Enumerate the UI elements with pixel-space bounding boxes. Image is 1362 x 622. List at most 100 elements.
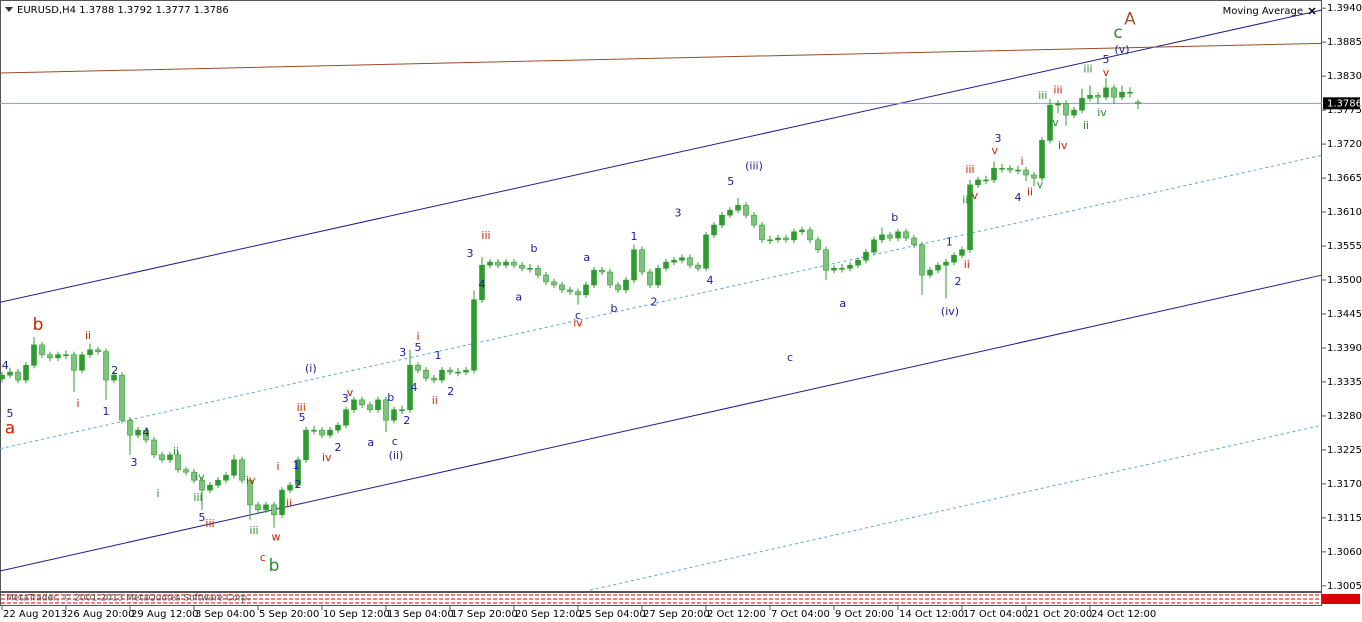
wave-label: 2 bbox=[111, 364, 118, 377]
candle-body bbox=[199, 479, 205, 491]
x-tick-label: 3 Sep 04:00 bbox=[195, 609, 255, 620]
x-tick-label: 24 Oct 12:00 bbox=[1091, 609, 1156, 620]
wave-label: iii bbox=[481, 229, 490, 242]
x-tick-label: 5 Sep 20:00 bbox=[259, 609, 319, 620]
wave-label: 5 bbox=[299, 411, 306, 424]
wave-label: iii bbox=[297, 401, 306, 414]
candle-body bbox=[119, 374, 125, 421]
candle-body bbox=[567, 289, 573, 293]
x-tick-label: 25 Sep 04:00 bbox=[579, 609, 646, 620]
wave-label: c bbox=[260, 551, 266, 564]
candles bbox=[0, 77, 1141, 528]
wave-label: ii bbox=[1027, 185, 1033, 198]
wave-label: ii bbox=[1083, 119, 1089, 132]
menu-arrow[interactable] bbox=[5, 7, 13, 12]
wave-label: 2 bbox=[955, 275, 962, 288]
candle-body bbox=[679, 257, 685, 261]
candle-body bbox=[87, 349, 93, 356]
wave-label: ii bbox=[173, 445, 179, 458]
y-tick-label: 1.3610 bbox=[1327, 207, 1362, 218]
candle-body bbox=[447, 369, 453, 373]
candle-body bbox=[191, 471, 197, 481]
candle-body bbox=[511, 261, 517, 266]
wave-label: iv bbox=[573, 316, 583, 329]
candle-body bbox=[751, 214, 757, 226]
close-value: 1.3786 bbox=[194, 5, 229, 16]
candle-body bbox=[775, 237, 781, 241]
wave-label: v bbox=[972, 189, 979, 202]
y-tick-label: 1.3665 bbox=[1327, 173, 1362, 184]
candle-body bbox=[71, 354, 77, 371]
candle-body bbox=[415, 364, 421, 371]
candle-body bbox=[127, 419, 133, 436]
candle-body bbox=[631, 249, 637, 281]
wave-label: (iii) bbox=[745, 159, 763, 172]
wave-label: (v) bbox=[1114, 43, 1129, 56]
candle-body bbox=[903, 231, 909, 239]
candle-body bbox=[1039, 140, 1045, 179]
candle-body bbox=[967, 184, 973, 251]
indicator-name[interactable]: Moving Average bbox=[1223, 6, 1303, 17]
wave-label: a bbox=[5, 418, 15, 438]
high-value: 1.3792 bbox=[117, 5, 152, 16]
x-tick-label: 13 Sep 04:00 bbox=[387, 609, 454, 620]
wave-label: (ii) bbox=[389, 449, 404, 462]
candle-body bbox=[479, 264, 485, 301]
wave-label: a bbox=[515, 290, 522, 303]
candle-body bbox=[399, 409, 405, 412]
y-tick-label: 1.3170 bbox=[1327, 479, 1362, 490]
candle-body bbox=[911, 237, 917, 246]
wave-label: iv bbox=[1097, 106, 1107, 119]
candle-body bbox=[799, 229, 805, 233]
candle-body bbox=[711, 224, 717, 236]
candle-body bbox=[439, 369, 445, 381]
candle-body bbox=[79, 354, 85, 371]
candle-body bbox=[783, 237, 789, 241]
candle-body bbox=[23, 364, 29, 381]
candle-body bbox=[375, 399, 381, 411]
wave-label: 4 bbox=[2, 359, 9, 372]
candle-body bbox=[1135, 101, 1141, 104]
wave-label: 4 bbox=[143, 426, 150, 439]
wave-label: 3 bbox=[467, 247, 474, 260]
candle-body bbox=[727, 209, 733, 216]
wave-label: A bbox=[1124, 9, 1136, 29]
candle-body bbox=[615, 284, 621, 291]
candle-body bbox=[143, 429, 149, 441]
candle-body bbox=[47, 354, 53, 359]
wave-label: a bbox=[583, 251, 590, 264]
wave-label: v bbox=[347, 386, 354, 399]
indicator-lines bbox=[1, 594, 1360, 604]
candle-body bbox=[311, 429, 317, 432]
candle-body bbox=[1007, 167, 1013, 171]
candle-body bbox=[471, 299, 477, 371]
wave-label: c bbox=[392, 435, 398, 448]
candle-body bbox=[999, 167, 1005, 170]
candle-body bbox=[575, 291, 581, 296]
wave-label: iii bbox=[965, 163, 974, 176]
wave-label: iv bbox=[195, 471, 205, 484]
candle-body bbox=[535, 267, 541, 276]
candle-body bbox=[935, 264, 941, 271]
wave-label: c bbox=[575, 309, 581, 322]
wave-label: iii bbox=[1053, 83, 1062, 96]
wave-label: (iv) bbox=[941, 305, 959, 318]
wave-label: v bbox=[1037, 178, 1044, 191]
wave-label: iii bbox=[962, 193, 971, 206]
x-tick-label: 17 Sep 20:00 bbox=[451, 609, 518, 620]
candle-body bbox=[735, 204, 741, 211]
wave-label: a bbox=[839, 297, 846, 310]
candle-body bbox=[1127, 91, 1133, 94]
candle-body bbox=[287, 484, 293, 491]
wave-label: 2 bbox=[651, 295, 658, 308]
candle-body bbox=[135, 429, 141, 436]
candle-body bbox=[247, 479, 253, 506]
open-value: 1.3788 bbox=[79, 5, 114, 16]
y-tick-label: 1.3225 bbox=[1327, 445, 1362, 456]
candle-body bbox=[663, 261, 669, 269]
candle-body bbox=[207, 484, 213, 491]
y-tick-label: 1.3445 bbox=[1327, 309, 1362, 320]
wave-label: (i) bbox=[305, 362, 317, 375]
price-label: 1.3786 bbox=[1327, 98, 1362, 109]
